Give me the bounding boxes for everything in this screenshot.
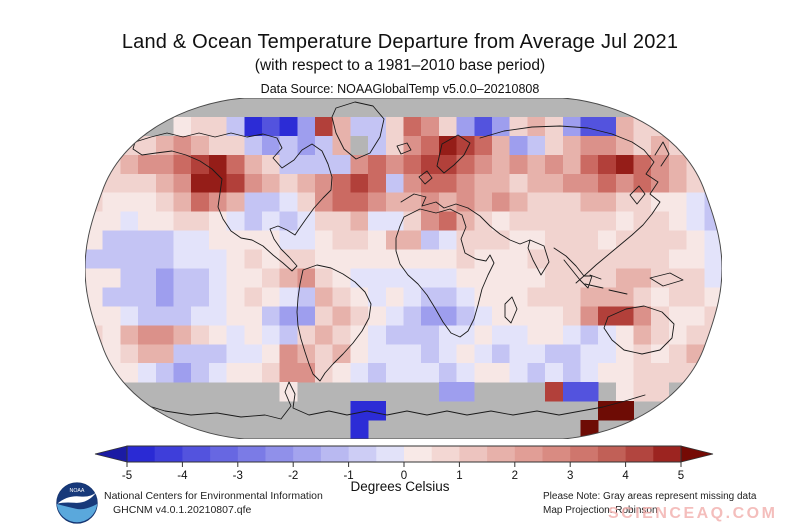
svg-text:4: 4 bbox=[622, 470, 629, 482]
svg-text:-4: -4 bbox=[177, 470, 188, 482]
page-title: Land & Ocean Temperature Departure from … bbox=[121, 31, 679, 53]
world-map-svg bbox=[84, 97, 723, 440]
noaa-logo-text: NOAA bbox=[70, 488, 85, 494]
svg-text:1: 1 bbox=[456, 470, 462, 482]
dataset-version: GHCNM v4.0.1.20210807.qfe bbox=[113, 504, 252, 516]
svg-text:-3: -3 bbox=[233, 470, 243, 482]
projection-note: Map Projection: Robinson bbox=[543, 505, 658, 516]
world-anomaly-map bbox=[84, 97, 723, 440]
noaa-logo: NOAA bbox=[56, 482, 98, 524]
svg-text:2: 2 bbox=[512, 470, 518, 482]
svg-text:-2: -2 bbox=[288, 470, 298, 482]
subtitle: (with respect to a 1981–2010 base period… bbox=[254, 57, 546, 74]
svg-text:-1: -1 bbox=[343, 470, 353, 482]
data-source-label: Data Source: NOAAGlobalTemp v5.0.0–20210… bbox=[260, 82, 540, 96]
svg-text:0: 0 bbox=[401, 470, 407, 482]
missing-data-note: Please Note: Gray areas represent missin… bbox=[543, 491, 757, 502]
svg-text:5: 5 bbox=[678, 470, 684, 482]
colorbar-svg: -5 -4 -3 -2 -1 0 1 2 3 4 5 bbox=[94, 445, 714, 482]
colorbar: -5 -4 -3 -2 -1 0 1 2 3 4 5 bbox=[75, 444, 725, 486]
colorbar-units-label: Degrees Celsius bbox=[350, 479, 450, 494]
watermark: SCIENCEAQ.COM bbox=[608, 505, 778, 522]
org-name: National Centers for Environmental Infor… bbox=[104, 490, 323, 502]
svg-text:-5: -5 bbox=[122, 470, 132, 482]
svg-text:3: 3 bbox=[567, 470, 573, 482]
